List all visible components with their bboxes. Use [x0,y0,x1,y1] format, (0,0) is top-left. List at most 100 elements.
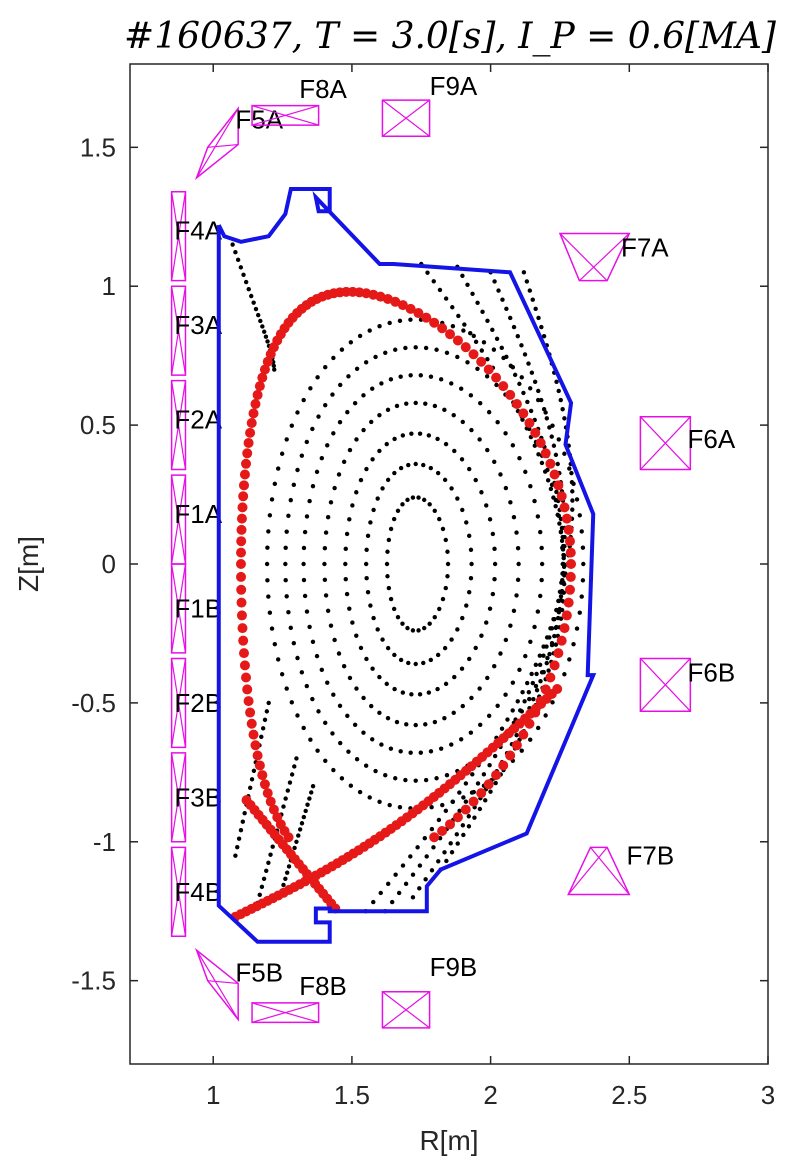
open-field-line-point [532,379,538,385]
coil-diagonal [559,233,608,282]
open-field-line-point [537,662,543,667]
separatrix-point [236,597,247,608]
flux-surface-point [423,401,428,406]
flux-surface-point [442,477,448,483]
flux-surface-point [409,431,414,436]
open-field-line-point [456,313,461,319]
flux-surface-point [363,360,369,365]
separatrix-point [564,584,575,595]
open-field-line-point [556,388,561,394]
open-field-line-point [530,297,535,302]
separatrix [230,286,577,922]
flux-surface-point [417,692,423,697]
flux-surface-point [370,457,375,462]
open-field-line-point [235,844,240,850]
flux-surface-point [523,469,528,475]
open-field-line-point [560,534,565,540]
flux-surface-point [302,593,308,599]
flux-surface-point [354,757,360,762]
flux-surface-point [392,686,397,692]
flux-surface-point [386,537,392,543]
y-axis-label: Z[m] [13,536,44,592]
separatrix-point [252,750,263,761]
flux-surface-point [357,789,363,795]
flux-surface-point [339,347,345,352]
flux-surface-point [528,737,533,742]
open-field-line-point [463,781,469,786]
flux-surface-point [385,645,391,651]
flux-surface-point [354,437,359,442]
open-field-line-point [460,273,465,278]
flux-surface-point [398,374,403,379]
flux-surface-point [328,500,334,505]
open-field-line-point [289,772,295,777]
flux-surface-point [408,750,413,755]
open-field-line-point [519,343,524,348]
flux-surface-point [571,641,576,647]
open-field-line-point [266,700,271,706]
open-field-line-point [437,287,443,293]
flux-surface-point [574,497,580,502]
flux-surface-point [466,589,472,595]
coil-label: F4A [174,216,222,246]
flux-surface-point [284,529,289,534]
flux-surface-point [405,625,410,631]
flux-surface-point [416,628,421,633]
flux-surface-point [527,696,532,702]
open-field-line-point [271,363,276,369]
flux-surface-point [469,695,474,701]
separatrix-point [476,788,487,799]
flux-surface-point [310,426,315,432]
separatrix-point [483,779,494,790]
separatrix-point [413,308,424,319]
flux-surface-point [432,719,438,725]
flux-surface-point [301,561,306,567]
open-field-line-point [533,662,539,667]
separatrix-point [505,750,516,761]
open-field-line-point [292,764,297,769]
coil-label: F7B [627,841,675,871]
flux-surface-point [361,427,366,433]
open-field-line-point [393,872,398,877]
flux-surface-point [345,713,350,719]
flux-surface-point [291,640,297,646]
coil-f2b: F2B [170,657,222,749]
flux-surface-point [422,625,427,631]
flux-surface-point [484,503,489,508]
separatrix-point [236,584,247,595]
flux-surface-point [485,447,490,453]
flux-surface-point [323,720,328,726]
flux-surface-point [367,328,372,333]
flux-surface-point [443,537,448,543]
coil-f5a: F5A [194,105,284,181]
separatrix-point [460,342,471,353]
flux-surface-point [434,776,439,781]
open-field-line-point [450,799,455,804]
open-field-line-point [460,823,466,828]
flux-surface-point [567,466,572,471]
flux-surface-point [539,561,545,567]
coil-diagonal [171,658,187,748]
separatrix-point [429,317,440,328]
flux-surface-point [383,773,388,778]
flux-surface-point [365,589,371,595]
open-field-line-point [544,644,549,649]
flux-surface-point [562,451,567,456]
flux-surface-point [468,547,474,552]
flux-surface-point [375,496,380,501]
separatrix-point [236,524,247,535]
open-field-line-point [536,452,541,457]
open-field-line-point [262,717,268,723]
open-field-line-point [487,762,492,768]
flux-surface-point [475,366,480,371]
separatrix-point [476,356,487,367]
flux-surface-point [450,324,456,329]
open-field-line-point [238,828,244,833]
separatrix-point [468,796,479,807]
separatrix-point [237,502,248,513]
flux-surface-point [495,703,500,708]
flux-surface-point [364,547,369,552]
flux-surface-point [322,546,328,551]
separatrix-point [283,832,294,843]
